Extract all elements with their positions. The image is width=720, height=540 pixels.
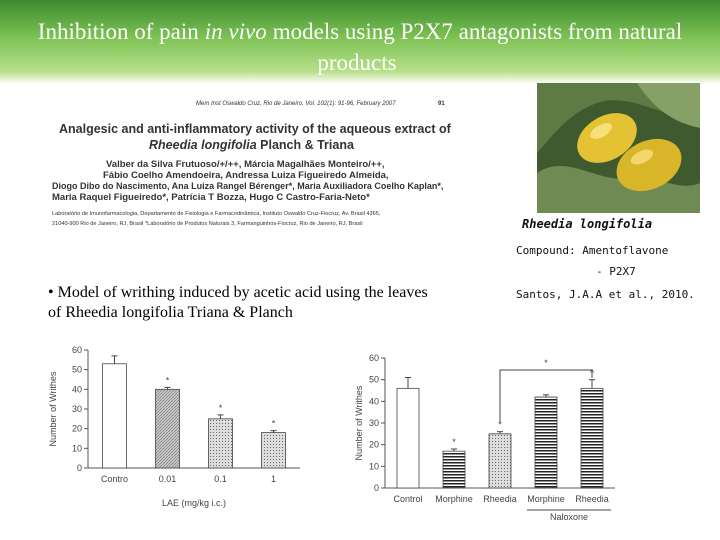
authors: Diogo Dibo do Nascimento, Ana Luiza Rang… — [52, 181, 444, 191]
page: 91 — [438, 101, 445, 107]
x-tick-label: Control — [393, 494, 422, 504]
target: - P2X7 — [596, 265, 636, 278]
bar — [102, 363, 127, 469]
y-tick-label: 30 — [72, 404, 82, 414]
affiliation: Laboratório de Imunofarmacologia, Depart… — [52, 211, 381, 217]
x-tick-label: 0.01 — [159, 474, 177, 484]
bracket — [499, 369, 593, 422]
y-tick-label: 10 — [72, 443, 82, 453]
title-text: Inhibition of pain — [37, 19, 199, 44]
x-tick-label: 1 — [271, 474, 276, 484]
y-axis-label: Number of Writhes — [48, 371, 58, 446]
y-tick-label: 40 — [72, 384, 82, 394]
plant-photo — [537, 83, 700, 213]
paper-title: Planch & Triana — [260, 138, 354, 152]
x-axis-label: LAE (mg/kg i.c.) — [162, 498, 226, 508]
bar — [208, 418, 233, 469]
affiliation: 21040-900 Rio de Janeiro, RJ, Brasil *La… — [52, 221, 363, 227]
bar — [442, 450, 466, 489]
x-tick-label: 0.1 — [214, 474, 227, 484]
y-tick-label: 0 — [77, 463, 82, 473]
x-tick-label: Contro — [101, 474, 128, 484]
x-tick-label: Rheedia — [483, 494, 517, 504]
y-tick-label: 0 — [374, 483, 379, 493]
authors: Maria Raquel Figueiredo*, Patrícia T Boz… — [52, 192, 370, 203]
y-tick-label: 50 — [72, 365, 82, 375]
annotation: * — [166, 375, 170, 385]
slide-title: Inhibition of pain in vivo models using P2… — [20, 16, 700, 78]
compound: Compound: Amentoflavone — [516, 244, 669, 257]
y-axis-label: Number of Writhes — [354, 385, 364, 460]
bar — [488, 433, 512, 489]
y-tick-label: 30 — [369, 418, 379, 428]
journal: Mem Inst Oswaldo Cruz, Rio de Janeiro, V… — [196, 101, 396, 107]
y-tick-label: 20 — [369, 440, 379, 450]
annotation: * — [498, 420, 502, 430]
bar — [155, 388, 180, 469]
authors: Fábio Coelho Amendoeira, Andressa Luiza … — [103, 170, 389, 181]
bullet-text: • Model of writhing induced by acetic ac… — [48, 284, 428, 321]
x-tick-label: Rheedia — [575, 494, 609, 504]
x-tick-label: Morphine — [527, 494, 565, 504]
y-tick-label: 40 — [369, 396, 379, 406]
annotation: * — [272, 419, 276, 429]
reference: Santos, J.A.A et al., 2010. — [516, 288, 695, 301]
y-tick-label: 60 — [72, 345, 82, 355]
bracket-label: * — [544, 358, 548, 368]
group-label: Naloxone — [550, 512, 588, 522]
annotation: * — [219, 403, 223, 413]
title-bar — [0, 0, 720, 84]
bar — [396, 387, 420, 489]
y-tick-label: 60 — [369, 353, 379, 363]
x-tick-label: Morphine — [435, 494, 473, 504]
title-text: models using P2X7 antagonists from natur… — [272, 19, 683, 75]
paper-header: Mem Inst Oswaldo Cruz, Rio de Janeiro, V… — [50, 100, 451, 235]
plant-name: Rheedia longifolia — [522, 217, 653, 231]
bar — [534, 396, 558, 489]
bar — [580, 387, 604, 489]
y-tick-label: 10 — [369, 461, 379, 471]
authors: Valber da Silva Frutuoso/+/++, Márcia Ma… — [106, 159, 385, 170]
annotation: * — [452, 437, 456, 447]
title-italic: in vivo — [204, 19, 267, 44]
paper-species: Rheedia longifolia — [149, 138, 257, 152]
y-tick-label: 20 — [72, 424, 82, 434]
paper-title: Analgesic and anti-inflammatory activity… — [59, 122, 451, 136]
bar — [261, 432, 286, 469]
y-tick-label: 50 — [369, 375, 379, 385]
